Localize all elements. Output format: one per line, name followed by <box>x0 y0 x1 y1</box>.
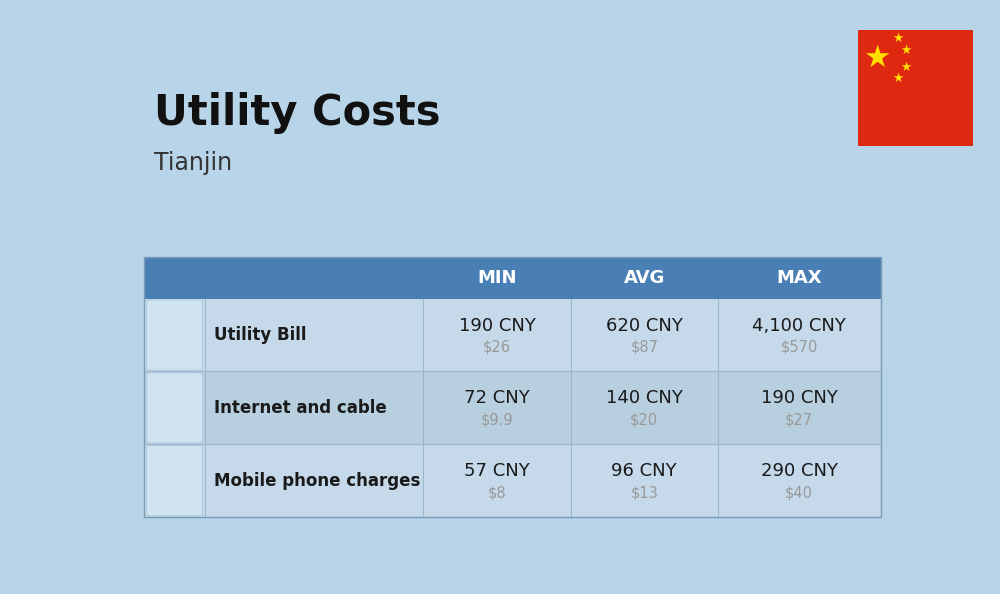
Bar <box>144 371 881 444</box>
Text: $40: $40 <box>785 486 813 501</box>
Text: 290 CNY: 290 CNY <box>761 462 838 481</box>
Text: ★: ★ <box>893 72 904 86</box>
Text: MAX: MAX <box>776 268 822 286</box>
Text: 140 CNY: 140 CNY <box>606 390 683 407</box>
Text: $570: $570 <box>781 340 818 355</box>
Text: $87: $87 <box>630 340 658 355</box>
Text: $27: $27 <box>785 413 813 428</box>
Bar <box>144 257 881 517</box>
Text: $26: $26 <box>483 340 511 355</box>
Text: 96 CNY: 96 CNY <box>611 462 677 481</box>
FancyBboxPatch shape <box>147 300 202 370</box>
Text: 190 CNY: 190 CNY <box>459 317 535 334</box>
FancyBboxPatch shape <box>147 446 202 516</box>
Text: 620 CNY: 620 CNY <box>606 317 683 334</box>
FancyBboxPatch shape <box>147 373 202 443</box>
Text: Tianjin: Tianjin <box>154 151 233 175</box>
Text: 4,100 CNY: 4,100 CNY <box>752 317 846 334</box>
Text: $9.9: $9.9 <box>481 413 513 428</box>
Text: AVG: AVG <box>624 268 665 286</box>
Text: Mobile phone charges: Mobile phone charges <box>214 472 420 490</box>
Text: $20: $20 <box>630 413 658 428</box>
Bar <box>144 257 881 299</box>
Text: Utility Costs: Utility Costs <box>154 92 441 134</box>
Text: Internet and cable: Internet and cable <box>214 399 387 417</box>
Text: Utility Bill: Utility Bill <box>214 326 307 344</box>
Text: $8: $8 <box>488 486 506 501</box>
Text: MIN: MIN <box>477 268 517 286</box>
Text: 72 CNY: 72 CNY <box>464 390 530 407</box>
Text: ★: ★ <box>900 43 912 56</box>
Text: $13: $13 <box>630 486 658 501</box>
Bar <box>144 444 881 517</box>
Text: ★: ★ <box>863 44 891 73</box>
Text: ★: ★ <box>900 61 912 74</box>
Bar <box>144 299 881 371</box>
Text: 190 CNY: 190 CNY <box>761 390 838 407</box>
Text: 57 CNY: 57 CNY <box>464 462 530 481</box>
Text: ★: ★ <box>893 32 904 45</box>
